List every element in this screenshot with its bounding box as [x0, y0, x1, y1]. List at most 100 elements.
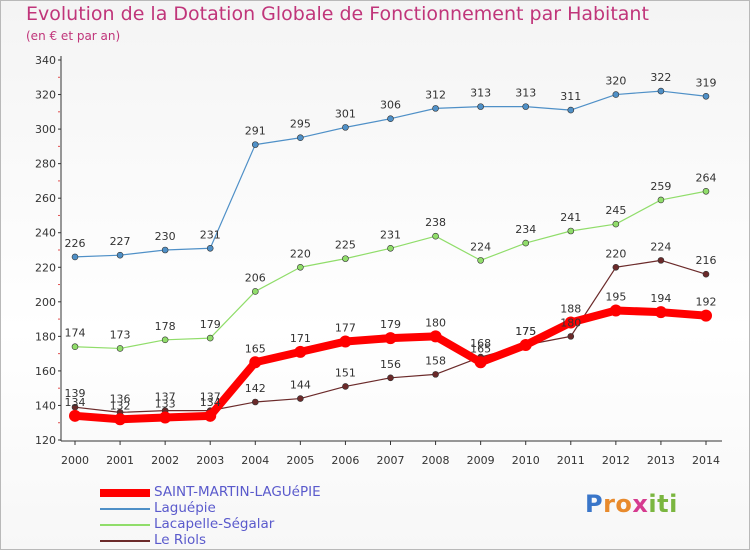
- data-point: [251, 398, 259, 406]
- y-tick-label: 200: [35, 296, 56, 309]
- data-label: 231: [200, 228, 221, 241]
- data-label: 241: [560, 211, 581, 224]
- data-label: 173: [110, 328, 131, 341]
- x-tick-label: 2002: [151, 454, 179, 467]
- data-point: [429, 330, 442, 343]
- x-tick-label: 2013: [647, 454, 675, 467]
- data-label: 311: [560, 90, 581, 103]
- y-tick-label: 140: [35, 399, 56, 412]
- data-point: [702, 92, 710, 100]
- data-label: 179: [200, 318, 221, 331]
- data-point: [702, 187, 710, 195]
- data-label: 151: [335, 366, 356, 379]
- y-minor-tick: [58, 353, 60, 355]
- data-label: 226: [65, 237, 86, 250]
- y-minor-tick: [58, 318, 60, 320]
- data-point: [612, 220, 620, 228]
- data-label: 195: [605, 290, 626, 303]
- y-minor-tick: [58, 249, 60, 251]
- data-label: 178: [155, 320, 176, 333]
- data-point: [612, 91, 620, 98]
- data-label: 259: [650, 180, 671, 193]
- chart-title: Evolution de la Dotation Globale de Fonc…: [26, 3, 649, 25]
- data-label: 180: [425, 316, 446, 329]
- y-minor-tick: [58, 284, 60, 286]
- y-minor-tick: [58, 180, 60, 182]
- y-tick-label: 160: [35, 365, 56, 378]
- data-label: 238: [425, 216, 446, 229]
- data-label: 206: [245, 271, 266, 284]
- data-label: 306: [380, 99, 401, 112]
- data-point: [387, 244, 394, 252]
- y-tick-label: 240: [35, 227, 56, 240]
- data-point: [339, 335, 352, 348]
- data-label: 180: [560, 316, 581, 329]
- data-point: [657, 257, 665, 264]
- data-label: 179: [380, 318, 401, 331]
- data-point: [297, 263, 304, 271]
- data-label: 194: [650, 292, 671, 305]
- x-tick-label: 2000: [61, 454, 89, 467]
- data-point: [159, 411, 172, 424]
- x-tick-label: 2008: [422, 454, 450, 467]
- data-point: [522, 239, 530, 247]
- data-point: [474, 356, 487, 369]
- data-point: [251, 288, 259, 295]
- data-label: 142: [245, 382, 266, 395]
- data-point: [387, 374, 394, 382]
- y-tick-label: 120: [35, 434, 56, 447]
- data-point: [206, 244, 214, 252]
- legend-swatch: [100, 508, 150, 510]
- y-minor-tick: [58, 76, 60, 78]
- data-point: [206, 334, 214, 342]
- data-label: 137: [155, 391, 176, 404]
- data-point: [657, 87, 665, 95]
- data-point: [294, 345, 307, 358]
- data-point: [342, 124, 349, 131]
- x-tick-label: 2007: [377, 454, 405, 467]
- data-label: 188: [560, 303, 581, 316]
- data-label: 216: [696, 254, 717, 267]
- data-point: [567, 106, 575, 114]
- x-tick-label: 2012: [602, 454, 630, 467]
- data-point: [297, 395, 304, 402]
- data-point: [609, 304, 622, 317]
- data-label: 227: [110, 235, 131, 248]
- y-minor-tick: [58, 111, 60, 113]
- legend-label: Laguépie: [154, 500, 216, 516]
- data-label: 264: [696, 171, 717, 184]
- data-label: 322: [650, 71, 671, 84]
- y-tick-label: 300: [35, 123, 56, 136]
- data-label: 224: [650, 240, 671, 253]
- y-minor-tick: [58, 422, 60, 424]
- y-minor-tick: [58, 214, 60, 216]
- data-label: 313: [470, 87, 491, 100]
- data-label: 224: [470, 240, 491, 253]
- x-tick-label: 2009: [467, 454, 495, 467]
- chart-subtitle: (en € et par an): [26, 29, 121, 43]
- x-tick-label: 2011: [557, 454, 585, 467]
- data-label: 301: [335, 107, 356, 120]
- data-point: [564, 316, 577, 329]
- y-tick-label: 260: [35, 192, 56, 205]
- legend-swatch: [100, 524, 150, 526]
- data-label: 177: [335, 322, 356, 335]
- data-label: 295: [290, 118, 311, 131]
- data-point: [249, 356, 262, 369]
- data-point: [71, 253, 79, 261]
- data-label: 175: [515, 325, 536, 338]
- proxiti-logo: Proxiti: [585, 490, 678, 518]
- data-point: [700, 309, 712, 322]
- data-label: 234: [515, 223, 536, 236]
- chart-data-labels: 226 227 230 231 291 295 301 306 312 313 313 311 320 3…: [65, 71, 717, 412]
- data-label: 231: [380, 228, 401, 241]
- data-label: 245: [605, 204, 626, 217]
- data-point: [71, 343, 79, 351]
- data-point: [519, 339, 532, 351]
- data-label: 312: [425, 88, 446, 101]
- data-point: [161, 246, 169, 254]
- legend-label: Lacapelle-Ségalar: [154, 516, 275, 532]
- data-label: 134: [200, 396, 221, 409]
- data-label: 230: [155, 230, 176, 243]
